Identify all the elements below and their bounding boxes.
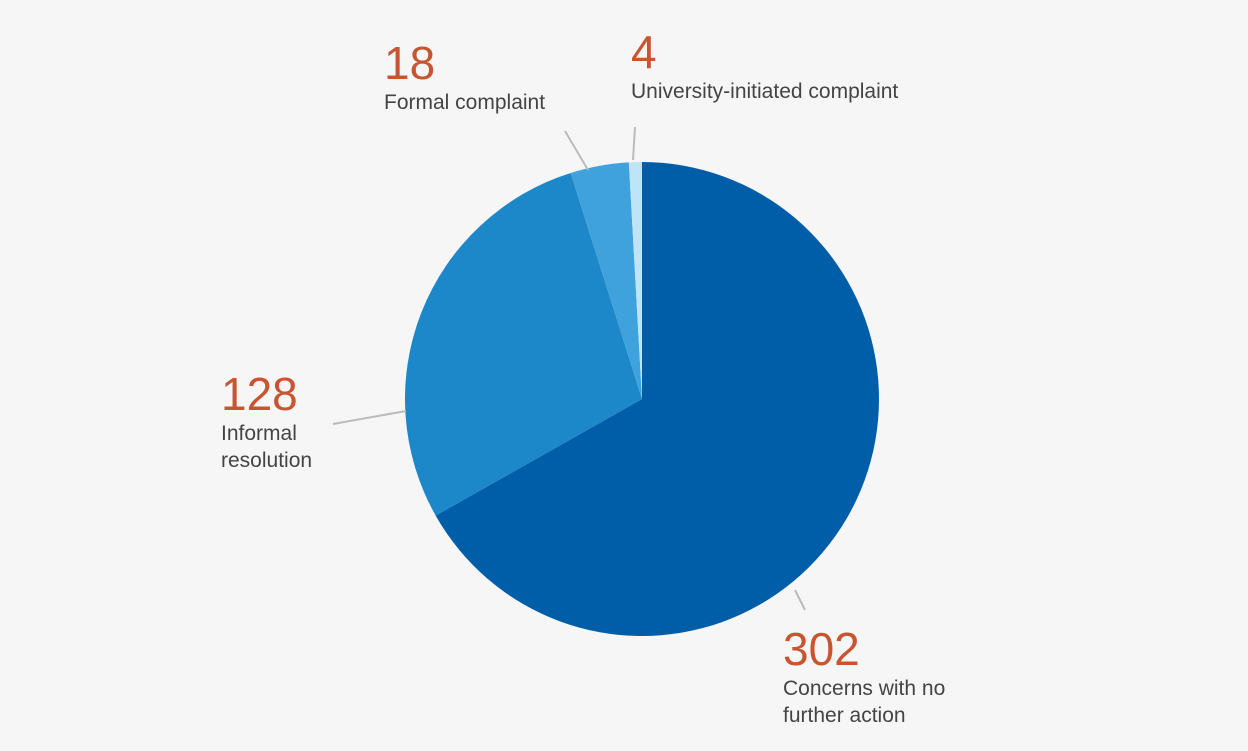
pie-slice: [435, 162, 879, 636]
leader-line: [332, 410, 407, 425]
leader-line: [564, 130, 589, 171]
slice-value-label: 302: [783, 623, 860, 675]
slice-name-label: Formal complaint: [384, 91, 545, 114]
slice-value-label: 128: [221, 368, 298, 420]
slice-value-label: 18: [384, 37, 435, 89]
slice-name-label: further action: [783, 704, 906, 727]
slice-name-label: University-initiated complaint: [631, 80, 898, 103]
slice-value-label: 4: [631, 26, 657, 78]
pie-slice: [570, 162, 642, 399]
slice-name-label: Informal: [221, 422, 297, 445]
pie-slice: [628, 162, 642, 399]
slice-name-label: resolution: [221, 449, 312, 472]
leader-line: [632, 126, 636, 161]
slice-name-label: Concerns with no: [783, 677, 945, 700]
leader-line: [794, 589, 806, 611]
pie-slice: [405, 172, 642, 516]
